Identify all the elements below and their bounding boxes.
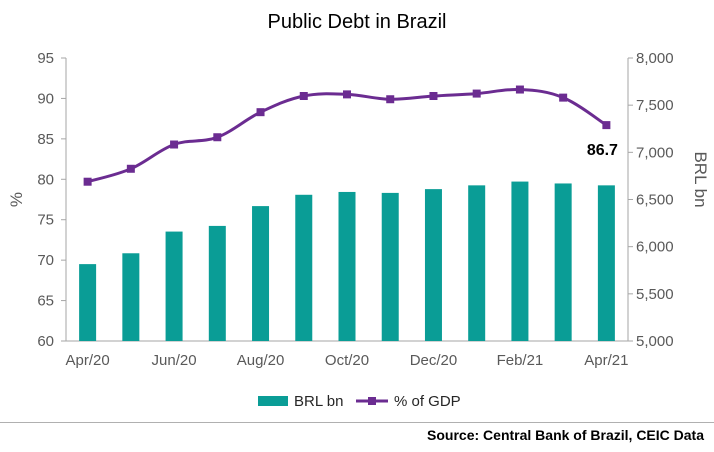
line-series: 86.7 [83,85,618,186]
line-path [87,87,608,184]
left-axis-label: % [7,192,26,207]
legend-swatch-marker [368,397,376,405]
right-axis-tick-label: 8,000 [636,50,674,67]
bar [381,192,399,341]
line-marker [429,92,438,101]
left-axis-tick-label: 90 [37,90,54,107]
x-axis-tick-label: Dec/20 [410,352,458,369]
right-axis-tick-label: 7,500 [636,97,674,114]
line-marker [256,108,265,117]
x-axis-tick-label: Jun/20 [152,352,197,369]
left-axis-tick-label: 85 [37,131,54,148]
line-marker [343,90,351,99]
right-axis-tick-label: 7,000 [636,144,674,161]
bar [424,189,442,341]
left-axis-tick-label: 65 [37,293,54,310]
line-marker [515,85,524,94]
chart-title: Public Debt in Brazil [268,11,447,33]
x-axis-tick-label: Oct/20 [325,352,369,369]
line-marker [170,140,179,149]
data-label-last-point: 86.7 [587,142,618,159]
right-axis-tick-label: 5,500 [636,286,674,303]
bar [511,181,529,341]
line-marker [386,95,395,104]
x-axis-tick-label: Aug/20 [237,352,285,369]
bar [554,183,572,341]
source-text: Source: Central Bank of Brazil, CEIC Dat… [427,427,704,443]
axes: 95 90 85 80 75 70 65 60% 8,000 7,500 7,000 6,500 6,0… [7,50,710,369]
bar [597,185,615,341]
left-axis-tick-label: 60 [37,333,54,350]
x-axis-tick-label: Feb/21 [497,352,544,369]
legend-label-gdp: % of GDP [394,393,461,410]
x-axis-tick-label: Apr/20 [66,352,110,369]
bar [295,194,313,341]
line-marker [472,89,481,98]
right-axis-tick-label: 6,500 [636,192,674,209]
left-axis-tick-label: 95 [37,50,54,67]
bar [122,253,140,341]
line-marker [602,121,611,130]
legend-label-brl-bn: BRL bn [294,393,343,410]
line-marker [126,164,135,173]
legend-swatch-brl-bn [258,396,288,406]
line-marker [83,177,92,186]
line-marker [213,133,222,142]
x-axis-tick-label: Apr/21 [584,352,628,369]
left-axis-tick-label: 75 [37,212,54,229]
left-axis-tick-label: 70 [37,252,54,269]
left-axis-tick-label: 80 [37,171,54,188]
bar [338,191,356,341]
line-marker [299,92,308,101]
source-divider [0,422,714,423]
line-marker [559,93,568,102]
bar [165,231,183,341]
right-axis-tick-label: 6,000 [636,239,674,256]
bar-series [79,181,615,341]
bar [79,264,97,341]
legend: BRL bn % of GDP [258,393,461,410]
bar [252,206,270,341]
bar [208,225,226,341]
bar [468,185,486,341]
right-axis-label: BRL bn [691,151,710,207]
right-axis-tick-label: 5,000 [636,333,674,350]
